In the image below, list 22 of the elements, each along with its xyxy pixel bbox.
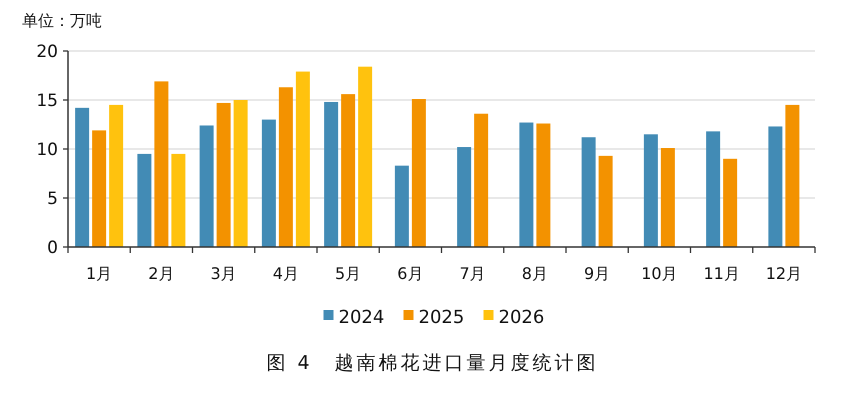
legend-label: 2025 — [418, 307, 464, 328]
y-tick-label: 20 — [36, 42, 58, 62]
legend-label: 2026 — [498, 307, 544, 328]
x-tick-label: 1月 — [86, 264, 112, 283]
x-tick-label: 7月 — [460, 264, 486, 283]
y-tick-label: 5 — [47, 189, 58, 209]
y-tick-label: 10 — [36, 140, 58, 160]
y-axis-title: 单位：万吨 — [22, 11, 102, 30]
y-tick-label: 15 — [36, 91, 58, 111]
x-tick-label: 4月 — [272, 264, 299, 283]
x-tick-label: 12月 — [766, 264, 802, 283]
x-tick-label: 2月 — [148, 264, 174, 283]
legend-label: 2024 — [338, 307, 384, 328]
y-tick-label: 0 — [47, 238, 58, 258]
x-tick-label: 10月 — [641, 264, 678, 283]
x-tick-label: 11月 — [703, 264, 740, 283]
x-tick-label: 3月 — [210, 264, 237, 283]
text: 图 4 越南棉花进口量月度统计图 — [266, 352, 599, 374]
x-tick-label: 8月 — [522, 264, 548, 283]
x-tick-label: 6月 — [397, 264, 424, 283]
x-tick-label: 5月 — [335, 264, 362, 283]
x-tick-label: 9月 — [584, 264, 610, 283]
